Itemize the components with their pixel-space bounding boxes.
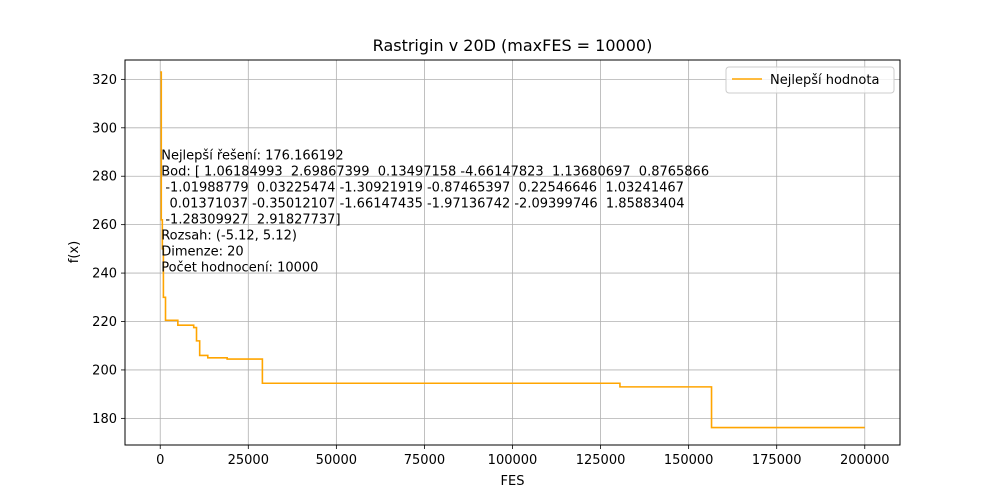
y-tick-label: 180	[92, 412, 117, 427]
annotation-line: Nejlepší řešení: 176.166192	[161, 148, 343, 163]
annotation-line: -1.01988779 0.03225474 -1.30921919 -0.87…	[161, 180, 684, 195]
chart-title: Rastrigin v 20D (maxFES = 10000)	[373, 36, 653, 55]
annotation-line: Počet hodnocení: 10000	[161, 260, 318, 275]
x-axis: 0 25000 50000 75000 100000 125000 150000 175000…	[156, 445, 890, 468]
annotation-line: Rozsah: (-5.12, 5.12)	[161, 228, 297, 243]
y-tick-label: 280	[92, 170, 117, 185]
x-tick-label: 50000	[316, 453, 357, 468]
y-tick-label: 240	[92, 267, 117, 282]
x-tick-label: 175000	[752, 453, 802, 468]
series-line	[160, 71, 865, 429]
legend-box	[725, 66, 895, 94]
legend-label: Nejlepší hodnota	[770, 73, 879, 88]
x-tick-label: 150000	[664, 453, 714, 468]
annotation-line: 0.01371037 -0.35012107 -1.66147435 -1.97…	[161, 196, 684, 211]
y-tick-label: 300	[92, 121, 117, 136]
y-axis-label: f(x)	[67, 241, 82, 263]
y-tick-label: 200	[92, 363, 117, 378]
grid	[125, 60, 900, 445]
x-tick-label: 0	[156, 453, 164, 468]
x-tick-label: 100000	[488, 453, 538, 468]
x-tick-label: 125000	[576, 453, 626, 468]
x-tick-label: 200000	[840, 453, 890, 468]
x-axis-label: FES	[501, 474, 525, 489]
x-tick-label: 25000	[228, 453, 269, 468]
y-tick-label: 220	[92, 315, 117, 330]
series-layer	[160, 71, 865, 429]
annotation-line: Dimenze: 20	[161, 244, 243, 259]
y-tick-label: 260	[92, 218, 117, 233]
x-tick-label: 75000	[404, 453, 445, 468]
y-axis: 180 200 220 240 260 280 300 320	[92, 73, 125, 427]
annotation-line: -1.28309927 2.91827737]	[161, 212, 340, 227]
annotation-line: Bod: [ 1.06184993 2.69867399 0.13497158 …	[161, 164, 709, 179]
legend: Nejlepší hodnota	[725, 66, 895, 94]
y-tick-label: 320	[92, 73, 117, 88]
